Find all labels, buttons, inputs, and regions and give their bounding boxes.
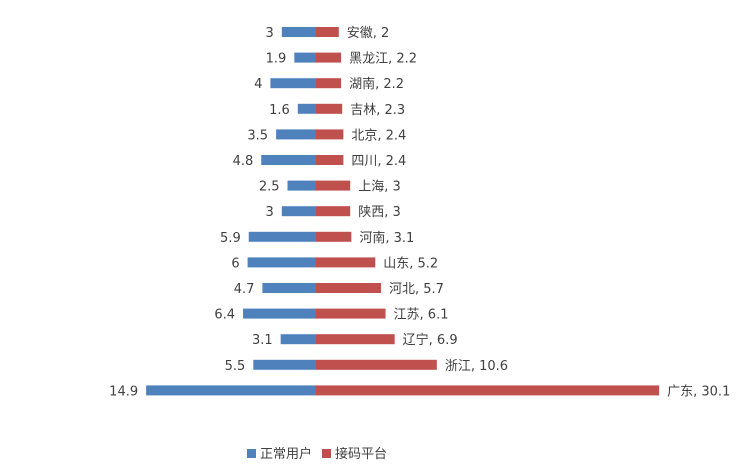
bar-normal-users-1	[294, 52, 316, 63]
bar-normal-users-3	[297, 103, 316, 114]
bar-sms-platform-13	[316, 359, 437, 370]
legend-label-normal-users: 正常用户	[260, 446, 312, 462]
bar-normal-users-0	[281, 27, 316, 37]
data-label-normal-users-7: 3	[266, 205, 274, 220]
data-label-normal-users-4: 3.5	[247, 128, 268, 143]
data-label-normal-users-9: 6	[231, 256, 239, 271]
data-label-normal-users-1: 1.9	[266, 52, 287, 67]
data-label-sms-platform-13: 浙江, 10.6	[445, 359, 508, 374]
data-label-normal-users-6: 2.5	[259, 180, 280, 195]
bar-sms-platform-4	[316, 129, 344, 140]
data-label-normal-users-11: 6.4	[214, 308, 235, 323]
legend-swatch-normal-users	[247, 449, 256, 458]
legend: 正常用户 接码平台	[247, 446, 387, 462]
bar-normal-users-13	[253, 359, 316, 370]
data-label-sms-platform-12: 辽宁, 6.9	[403, 332, 458, 348]
bar-normal-users-11	[243, 308, 316, 319]
data-label-sms-platform-5: 四川, 2.4	[351, 154, 406, 169]
bar-sms-platform-14	[316, 385, 660, 396]
bar-sms-platform-6	[316, 180, 351, 191]
data-label-sms-platform-8: 河南, 3.1	[359, 230, 414, 246]
data-label-sms-platform-4: 北京, 2.4	[351, 128, 406, 143]
legend-label-sms-platform: 接码平台	[335, 446, 387, 462]
bar-sms-platform-7	[316, 206, 351, 217]
bar-normal-users-4	[276, 129, 316, 140]
bar-normal-users-2	[270, 78, 316, 89]
data-label-normal-users-14: 14.9	[109, 384, 138, 399]
data-label-normal-users-3: 1.6	[269, 103, 290, 118]
bar-normal-users-5	[261, 155, 316, 165]
series-sms-platform-bars	[316, 27, 660, 396]
bar-normal-users-8	[248, 231, 316, 242]
bar-sms-platform-5	[316, 155, 344, 165]
bar-sms-platform-9	[316, 257, 376, 268]
data-label-sms-platform-9: 山东, 5.2	[383, 256, 438, 271]
bar-sms-platform-2	[316, 78, 342, 89]
data-label-normal-users-0: 3	[266, 26, 274, 41]
data-label-sms-platform-3: 吉林, 2.3	[350, 103, 405, 118]
bar-normal-users-6	[287, 180, 316, 191]
data-label-sms-platform-7: 陕西, 3	[358, 205, 401, 220]
data-label-normal-users-8: 5.9	[220, 231, 241, 246]
bar-normal-users-7	[281, 206, 316, 217]
bar-normal-users-9	[247, 257, 316, 268]
legend-swatch-sms-platform	[322, 449, 331, 458]
data-label-sms-platform-1: 黑龙江, 2.2	[349, 52, 417, 67]
bar-normal-users-14	[146, 385, 316, 396]
data-label-normal-users-2: 4	[254, 77, 262, 92]
data-label-normal-users-10: 4.7	[234, 282, 255, 297]
data-label-sms-platform-2: 湖南, 2.2	[349, 76, 404, 92]
data-label-sms-platform-6: 上海, 3	[358, 180, 401, 195]
bar-sms-platform-3	[316, 103, 343, 114]
data-label-sms-platform-10: 河北, 5.7	[389, 282, 444, 297]
bar-sms-platform-0	[316, 27, 339, 37]
bar-normal-users-12	[280, 334, 316, 345]
data-label-normal-users-12: 3.1	[252, 333, 273, 348]
bar-sms-platform-12	[316, 334, 395, 345]
data-label-sms-platform-0: 安徽, 2	[347, 26, 390, 41]
bar-sms-platform-1	[316, 52, 342, 63]
data-label-sms-platform-11: 江苏, 6.1	[394, 307, 449, 323]
bar-sms-platform-8	[316, 231, 352, 242]
series-normal-users-labels: 3 1.9 4 1.63.5 4.8 2.5 3 5.9 6 4.7 6.4 3.1 5.5 14.9	[109, 26, 290, 399]
data-label-sms-platform-14: 广东, 30.1	[667, 384, 730, 399]
bar-sms-platform-11	[316, 308, 386, 319]
bar-sms-platform-10	[316, 283, 381, 293]
series-normal-users-bars	[146, 27, 316, 396]
bar-normal-users-10	[262, 283, 316, 293]
data-label-normal-users-13: 5.5	[225, 359, 246, 374]
data-label-normal-users-5: 4.8	[233, 154, 254, 169]
series-sms-platform-labels: 安徽, 2 黑龙江, 2.2 湖南, 2.2 吉林, 2.3 北京, 2.4 四川, 2.…	[347, 26, 731, 399]
